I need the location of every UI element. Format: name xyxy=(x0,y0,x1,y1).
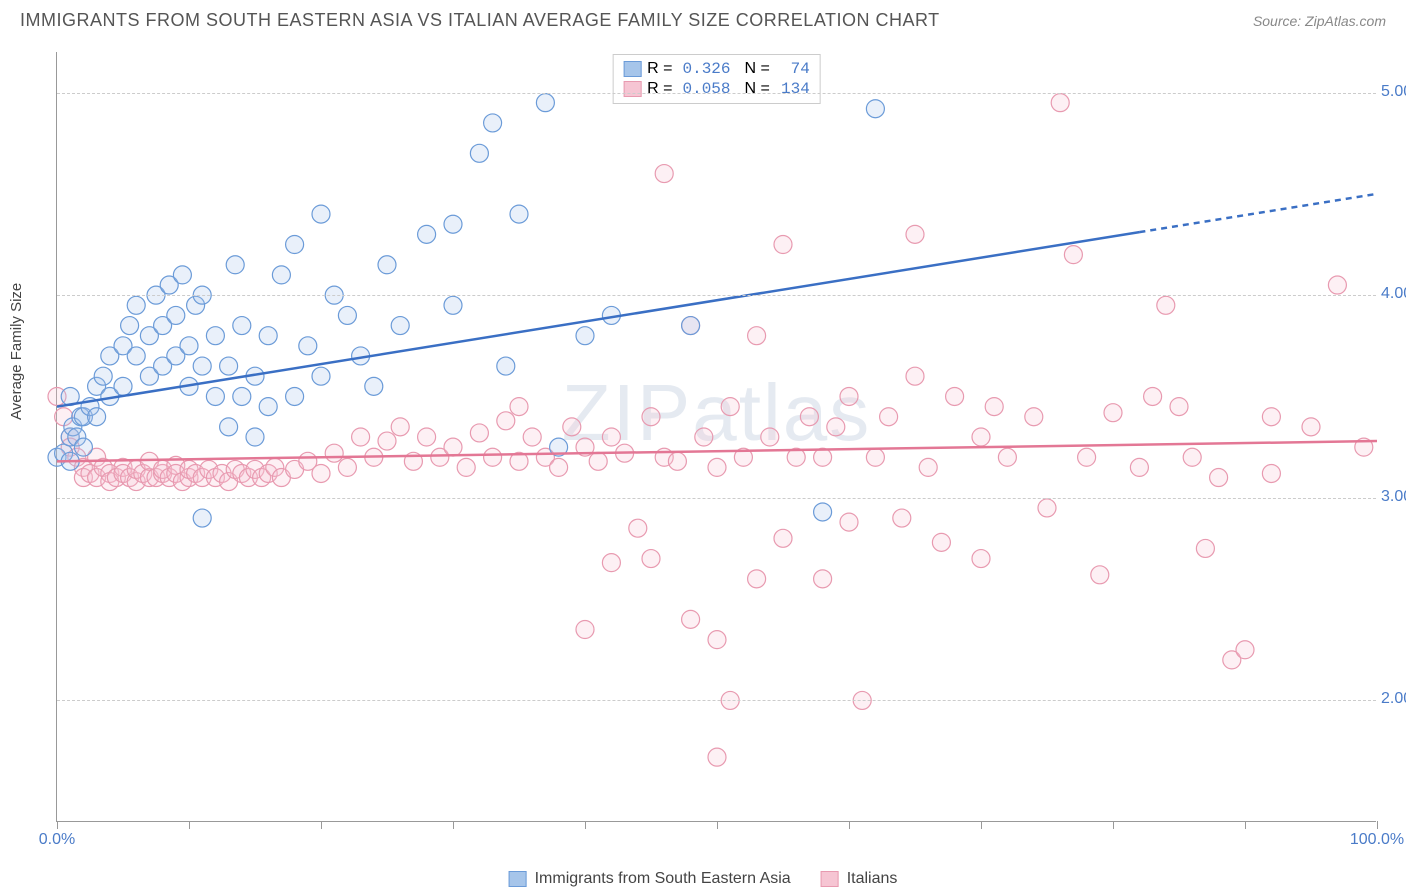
stats-legend: R = 0.326 N = 74 R = 0.058 N = 134 xyxy=(612,54,821,104)
n-label: N = xyxy=(737,60,770,78)
scatter-svg xyxy=(57,52,1376,821)
stats-row-blue: R = 0.326 N = 74 xyxy=(623,59,810,79)
plot-area: ZIPatlas R = 0.326 N = 74 R = 0.058 N = … xyxy=(56,52,1376,822)
r-label: R = xyxy=(647,60,672,78)
n-value-pink: 134 xyxy=(776,80,810,98)
series-label-pink: Italians xyxy=(847,870,898,888)
swatch-blue xyxy=(623,61,641,77)
r-value-blue: 0.326 xyxy=(678,60,730,78)
r-label: R = xyxy=(647,80,672,98)
n-value-blue: 74 xyxy=(776,60,810,78)
stats-row-pink: R = 0.058 N = 134 xyxy=(623,79,810,99)
r-value-pink: 0.058 xyxy=(678,80,730,98)
y-axis-label: Average Family Size xyxy=(8,283,25,420)
swatch-pink xyxy=(623,81,641,97)
y-tick-label: 4.00 xyxy=(1381,285,1406,303)
swatch-blue-2 xyxy=(509,871,527,887)
y-tick-label: 2.00 xyxy=(1381,690,1406,708)
series-label-blue: Immigrants from South Eastern Asia xyxy=(535,870,791,888)
source-label: Source: ZipAtlas.com xyxy=(1253,13,1386,29)
y-tick-label: 5.00 xyxy=(1381,83,1406,101)
legend-item-blue: Immigrants from South Eastern Asia xyxy=(509,870,791,888)
n-label: N = xyxy=(737,80,770,98)
x-tick-label: 0.0% xyxy=(39,831,75,849)
y-tick-label: 3.00 xyxy=(1381,488,1406,506)
legend-item-pink: Italians xyxy=(821,870,898,888)
series-legend: Immigrants from South Eastern Asia Itali… xyxy=(509,870,898,888)
swatch-pink-2 xyxy=(821,871,839,887)
x-tick-label: 100.0% xyxy=(1350,831,1404,849)
chart-title: IMMIGRANTS FROM SOUTH EASTERN ASIA VS IT… xyxy=(20,10,940,31)
